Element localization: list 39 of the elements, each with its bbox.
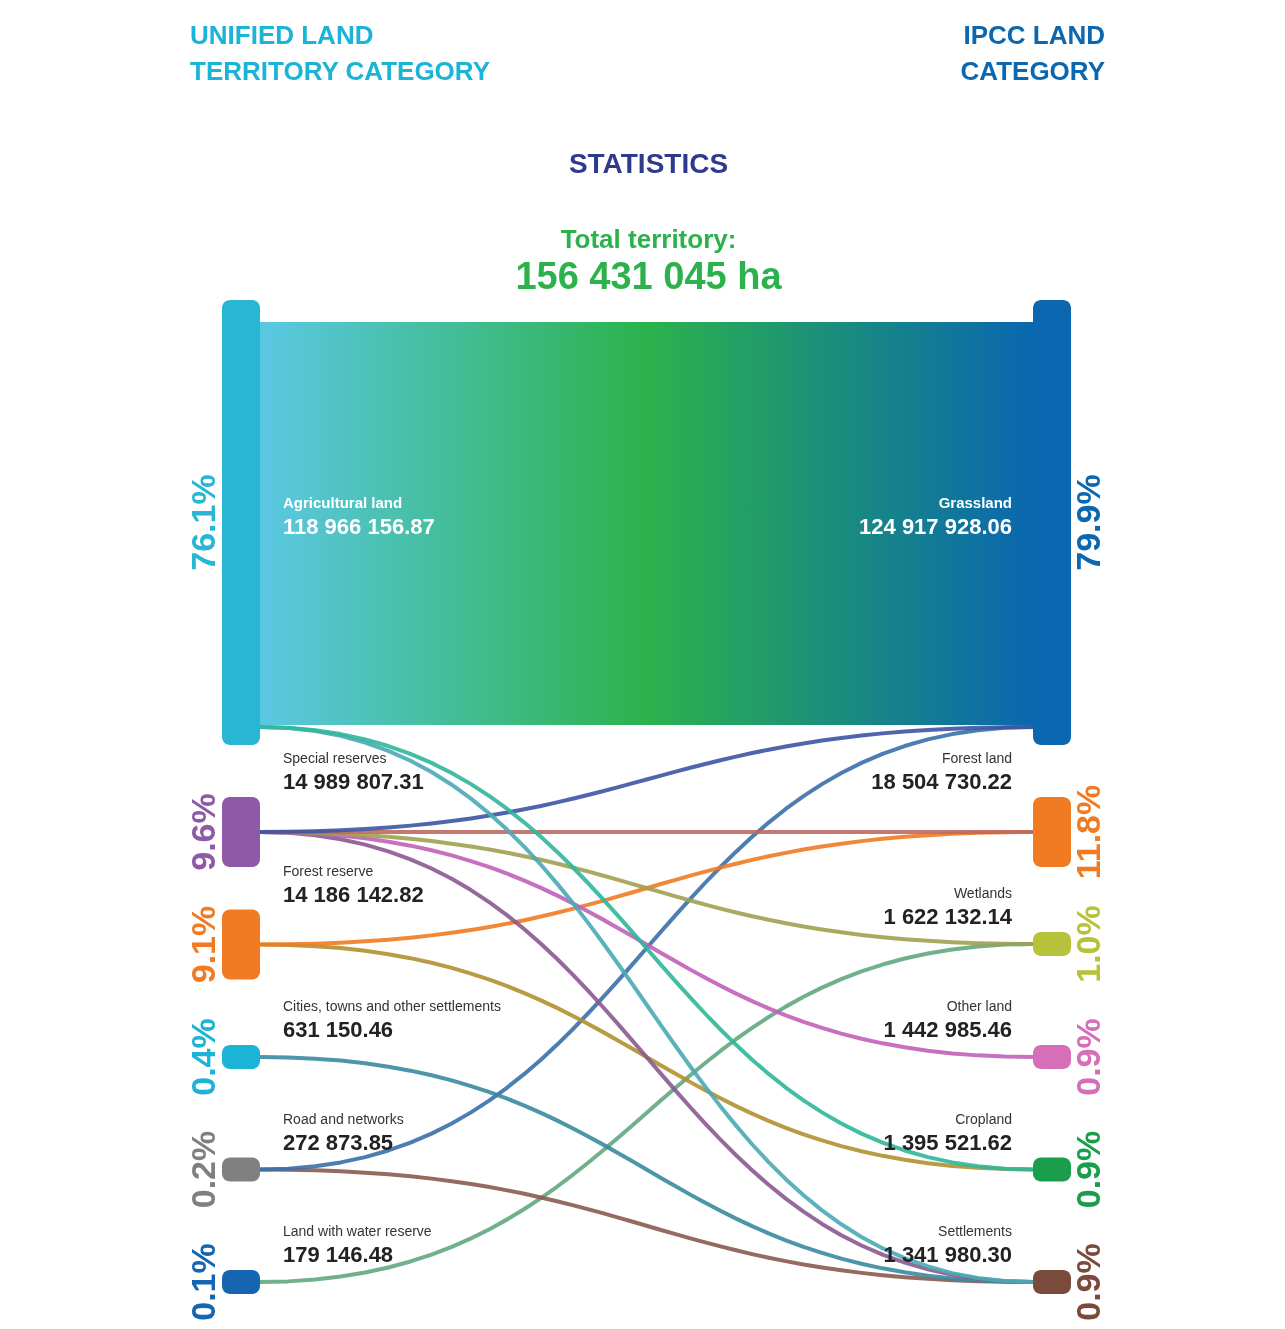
text: 9.1% bbox=[184, 905, 222, 984]
text: 9.6% bbox=[184, 793, 222, 871]
data-label: 179 146.48 bbox=[283, 1242, 394, 1267]
text: 1.0% bbox=[1069, 905, 1107, 983]
category-label: Road and networks bbox=[283, 1110, 404, 1127]
category-label: Settlements bbox=[938, 1223, 1012, 1239]
text: 0.9% bbox=[1069, 1243, 1107, 1321]
category-label: Grassland bbox=[938, 493, 1012, 511]
text: 79.9% bbox=[1069, 474, 1107, 571]
text: Total territory: bbox=[560, 224, 737, 254]
data-label: 631 150.46 bbox=[283, 1017, 394, 1042]
data-label: 118 966 156.87 bbox=[283, 513, 435, 539]
category-label: Land with water reserve bbox=[283, 1223, 432, 1239]
category-label: Cropland bbox=[955, 1110, 1012, 1127]
data-label: 1 442 985.46 bbox=[883, 1017, 1012, 1042]
text: 156 431 045 ha bbox=[515, 255, 783, 297]
category-label: Other land bbox=[946, 998, 1012, 1014]
data-label: 14 989 807.31 bbox=[283, 769, 424, 794]
text: 0.9% bbox=[1069, 1130, 1107, 1209]
data-label: 1 622 132.14 bbox=[883, 904, 1013, 929]
data-label: 124 917 928.06 bbox=[859, 513, 1012, 539]
text: 0.2% bbox=[184, 1130, 222, 1209]
text: STATISTICS bbox=[568, 148, 729, 179]
data-label: 14 186 142.82 bbox=[283, 881, 424, 907]
category-label: Forest reserve bbox=[283, 862, 374, 879]
text: 11.8% bbox=[1069, 784, 1107, 880]
category-label: Special reserves bbox=[283, 750, 387, 766]
legend-label: IPCC LAND CATEGORY bbox=[960, 20, 1105, 86]
text: 76.1% bbox=[184, 474, 222, 571]
category-label: Wetlands bbox=[953, 885, 1012, 901]
category-label: Cities, towns and other settlements bbox=[283, 998, 501, 1014]
category-label: Agricultural land bbox=[283, 493, 403, 511]
text: 0.9% bbox=[1069, 1018, 1107, 1096]
data-label: 18 504 730.22 bbox=[871, 769, 1012, 794]
category-label: Forest land bbox=[941, 750, 1012, 766]
text: 0.4% bbox=[184, 1018, 222, 1096]
data-label: 272 873.85 bbox=[283, 1129, 394, 1155]
text: UNIFIED LAND TERRITORY CATEGORY bbox=[190, 20, 490, 86]
text: 0.1% bbox=[184, 1243, 222, 1321]
